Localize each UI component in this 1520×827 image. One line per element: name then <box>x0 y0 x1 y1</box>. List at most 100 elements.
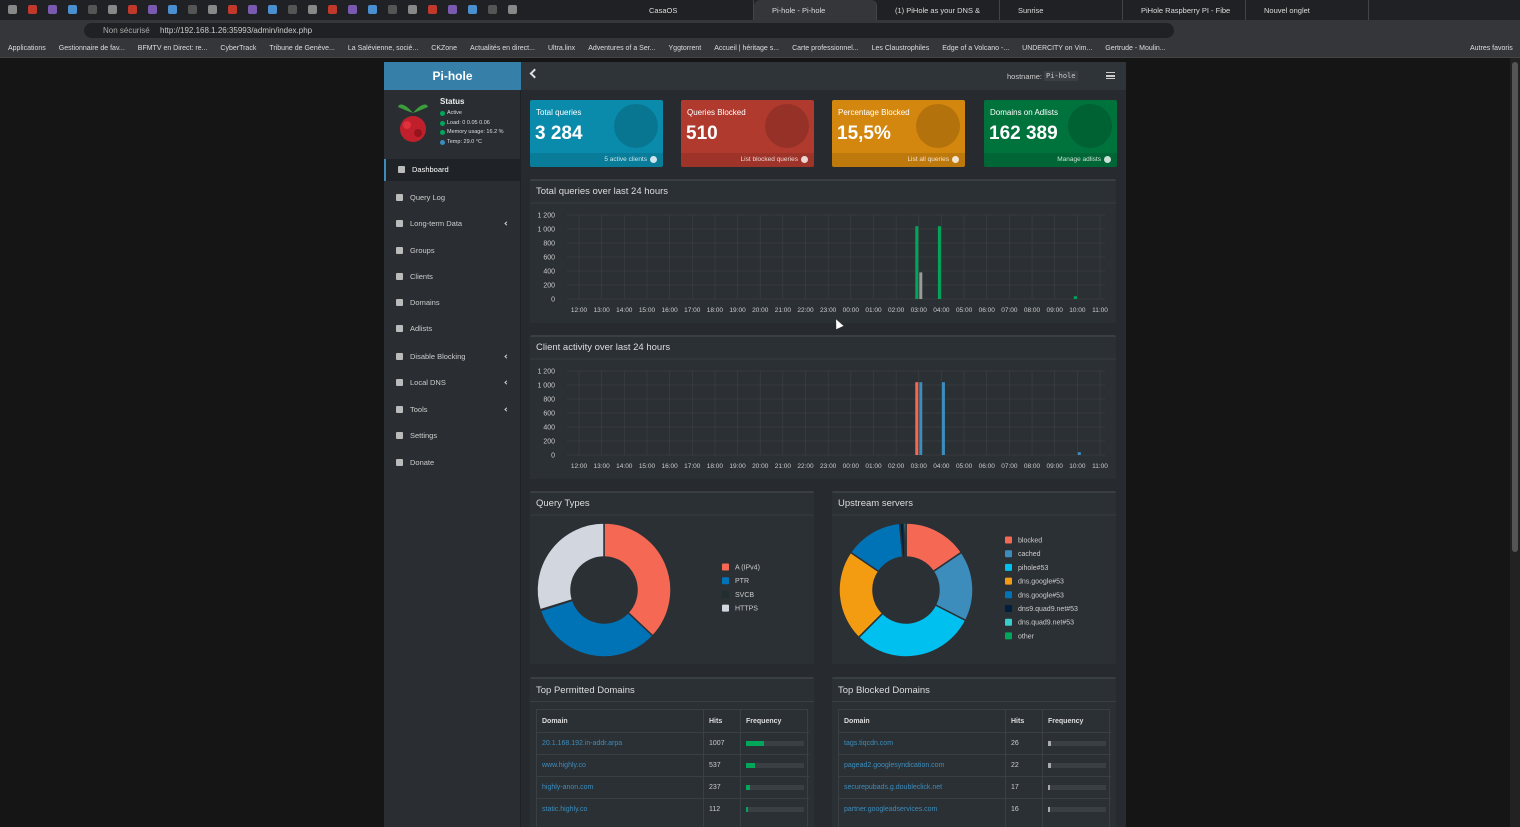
stat-footer-icon[interactable] <box>650 156 657 163</box>
bookmark[interactable]: UNDERCITY on Vim... <box>1022 45 1093 52</box>
bookmark[interactable]: Applications <box>8 45 46 52</box>
legend-label[interactable]: blocked <box>1018 538 1042 545</box>
pinned-tab[interactable] <box>468 5 477 14</box>
menu-item[interactable]: Disable Blocking <box>384 346 521 368</box>
legend-swatch[interactable] <box>1005 618 1012 626</box>
domain-link[interactable]: tags.tiqcdn.com <box>844 740 894 747</box>
bookmark[interactable]: Actualités en direct... <box>469 45 535 52</box>
legend-swatch[interactable] <box>1005 550 1012 558</box>
legend-label[interactable]: dns.google#53 <box>1018 592 1064 599</box>
legend-swatch[interactable] <box>1005 536 1012 544</box>
legend-swatch[interactable] <box>722 563 729 571</box>
domain-link[interactable]: pagead2.googlesyndication.com <box>844 762 945 769</box>
legend-swatch[interactable] <box>722 604 729 612</box>
domain-link[interactable]: partner.googleadservices.com <box>844 806 938 813</box>
legend-label[interactable]: A (IPv4) <box>735 565 760 572</box>
stat-footer[interactable]: Manage adlists <box>1057 156 1101 163</box>
bookmark[interactable]: Yggtorrent <box>668 45 702 52</box>
tab[interactable]: Pi-hole - Pi-hole <box>754 0 877 20</box>
legend-label[interactable]: HTTPS <box>735 606 758 613</box>
pinned-tab[interactable] <box>328 5 337 14</box>
scroll-thumb[interactable] <box>1512 62 1518 552</box>
stat-footer[interactable]: List blocked queries <box>740 156 798 163</box>
pinned-tab[interactable] <box>448 5 457 14</box>
menu-item[interactable]: Domains <box>384 292 521 314</box>
other-bookmarks[interactable]: Autres favoris <box>1470 45 1513 52</box>
url[interactable]: http://192.168.1.26:35993/admin/index.ph… <box>160 26 313 35</box>
bookmark[interactable]: Gertrude - Moulin... <box>1105 45 1166 52</box>
legend-swatch[interactable] <box>1005 591 1012 599</box>
menu-item[interactable]: Groups <box>384 240 521 262</box>
stat-footer-icon[interactable] <box>952 156 959 163</box>
legend-swatch[interactable] <box>1005 605 1012 612</box>
legend-swatch[interactable] <box>1005 577 1012 585</box>
menu-item[interactable]: Adlists <box>384 318 521 340</box>
pinned-tab[interactable] <box>268 5 277 14</box>
stat-footer-icon[interactable] <box>1104 156 1111 163</box>
domain-link[interactable]: 20.1.168.192.in-addr.arpa <box>542 740 623 747</box>
legend-label[interactable]: dns.quad9.net#53 <box>1018 620 1074 627</box>
pinned-tab[interactable] <box>88 5 97 14</box>
legend-label[interactable]: SVCB <box>735 592 754 599</box>
pinned-tab[interactable] <box>168 5 177 14</box>
pinned-tab[interactable] <box>8 5 17 14</box>
domain-link[interactable]: securepubads.g.doubleclick.net <box>844 784 943 791</box>
stat-footer[interactable]: 5 active clients <box>604 156 647 163</box>
pinned-tab[interactable] <box>228 5 237 14</box>
domain-link[interactable]: www.highly.co <box>542 762 586 769</box>
pinned-tab[interactable] <box>428 5 437 14</box>
menu-item[interactable]: Dashboard <box>384 159 521 181</box>
pinned-tab[interactable] <box>288 5 297 14</box>
domain-link[interactable]: static.highly.co <box>542 806 588 813</box>
bookmark[interactable]: Accueil | héritage s... <box>714 45 780 52</box>
legend-label[interactable]: PTR <box>735 578 749 585</box>
pinned-tab[interactable] <box>28 5 37 14</box>
pinned-tab[interactable] <box>48 5 57 14</box>
legend-label[interactable]: other <box>1018 633 1035 640</box>
pinned-tab[interactable] <box>488 5 497 14</box>
brand[interactable]: Pi-hole <box>384 62 521 90</box>
bookmark[interactable]: CyberTrack <box>220 45 257 52</box>
menu-item[interactable]: Settings <box>384 425 521 447</box>
pinned-tab[interactable] <box>108 5 117 14</box>
pinned-tab[interactable] <box>188 5 197 14</box>
legend-swatch[interactable] <box>1005 563 1012 571</box>
menu-item[interactable]: Local DNS <box>384 372 521 394</box>
legend-label[interactable]: pihole#53 <box>1018 565 1048 572</box>
tab[interactable]: (1) PiHole as your DNS & <box>877 0 1000 20</box>
omnibox[interactable] <box>84 23 1174 38</box>
pinned-tab[interactable] <box>408 5 417 14</box>
tab[interactable]: PiHole Raspberry PI - Fibe <box>1123 0 1246 20</box>
bookmark[interactable]: La Salévienne, socié... <box>347 45 419 52</box>
domain-link[interactable]: highly-anon.com <box>542 784 594 791</box>
pinned-tab[interactable] <box>248 5 257 14</box>
pinned-tab[interactable] <box>308 5 317 14</box>
menu-item[interactable]: Clients <box>384 266 521 288</box>
bookmark[interactable]: Tribune de Genève... <box>269 45 335 52</box>
stat-footer-icon[interactable] <box>801 156 808 163</box>
pinned-tab[interactable] <box>208 5 217 14</box>
menu-button[interactable] <box>1106 72 1115 79</box>
legend-swatch[interactable] <box>722 590 729 598</box>
bookmark[interactable]: Carte professionnel... <box>792 45 859 52</box>
tab[interactable]: Nouvel onglet <box>1246 0 1369 20</box>
bookmark[interactable]: Adventures of a Ser... <box>588 45 656 52</box>
pinned-tab[interactable] <box>388 5 397 14</box>
menu-item[interactable]: Tools <box>384 399 521 421</box>
legend-label[interactable]: cached <box>1018 551 1041 558</box>
bookmark[interactable]: Edge of a Volcano -... <box>942 45 1010 52</box>
pinned-tab[interactable] <box>68 5 77 14</box>
menu-item[interactable]: Query Log <box>384 187 521 209</box>
tab[interactable]: CasaOS <box>631 0 754 20</box>
bookmark[interactable]: Les Claustrophiles <box>871 45 930 52</box>
tab[interactable]: Sunrise <box>1000 0 1123 20</box>
bookmark[interactable]: BFMTV en Direct: re... <box>137 45 208 52</box>
legend-swatch[interactable] <box>1005 632 1012 640</box>
legend-label[interactable]: dns.google#53 <box>1018 579 1064 586</box>
menu-item[interactable]: Long-term Data <box>384 213 521 235</box>
pinned-tab[interactable] <box>368 5 377 14</box>
legend-label[interactable]: dns9.quad9.net#53 <box>1018 606 1078 613</box>
pinned-tab[interactable] <box>128 5 137 14</box>
bookmark[interactable]: Gestionnaire de fav... <box>58 45 125 52</box>
pinned-tab[interactable] <box>148 5 157 14</box>
